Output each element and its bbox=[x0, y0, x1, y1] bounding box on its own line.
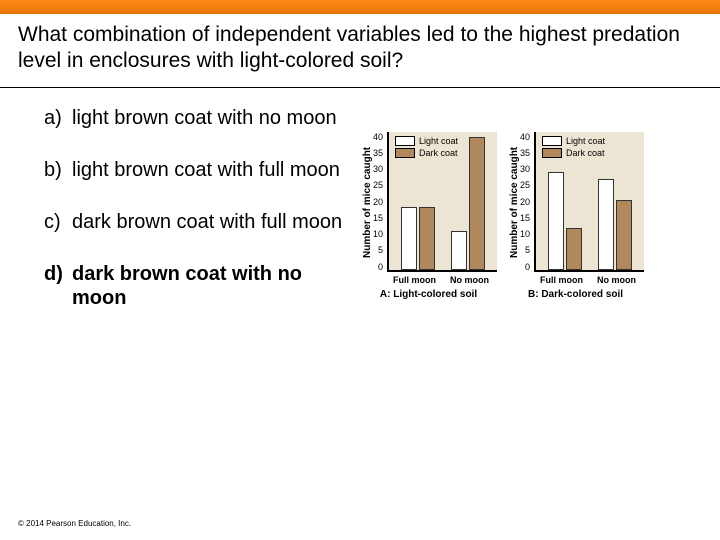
option-text: light brown coat with full moon bbox=[72, 158, 354, 182]
bar-dark-coat bbox=[469, 137, 485, 270]
bar-light-coat bbox=[598, 179, 614, 270]
x-axis-ticks: Full moonNo moon bbox=[387, 272, 497, 285]
legend: Light coat Dark coat bbox=[542, 136, 605, 160]
bar-light-coat bbox=[548, 172, 564, 270]
option-text: light brown coat with no moon bbox=[72, 106, 354, 130]
top-accent-bar bbox=[0, 0, 720, 14]
question-text: What combination of independent variable… bbox=[0, 14, 720, 88]
options-list: a)light brown coat with no moonb)light b… bbox=[44, 106, 354, 338]
bar-chart: Number of mice caught4035302520151050 Lig… bbox=[360, 132, 497, 338]
plot-area: Light coat Dark coat bbox=[534, 132, 644, 272]
y-axis-label: Number of mice caught bbox=[507, 132, 520, 272]
bar-group bbox=[598, 179, 632, 270]
legend-swatch bbox=[542, 136, 562, 146]
legend-label: Light coat bbox=[419, 136, 458, 146]
answer-option[interactable]: a)light brown coat with no moon bbox=[44, 106, 354, 130]
legend-label: Dark coat bbox=[419, 148, 458, 158]
bar-group bbox=[401, 207, 435, 270]
option-letter: b) bbox=[44, 158, 72, 182]
bar-chart: Number of mice caught4035302520151050 Lig… bbox=[507, 132, 644, 338]
legend-label: Dark coat bbox=[566, 148, 605, 158]
option-text: dark brown coat with full moon bbox=[72, 210, 354, 234]
bar-dark-coat bbox=[566, 228, 582, 270]
answer-option[interactable]: c)dark brown coat with full moon bbox=[44, 210, 354, 234]
legend-swatch bbox=[542, 148, 562, 158]
legend: Light coat Dark coat bbox=[395, 136, 458, 160]
charts-area: Number of mice caught4035302520151050Lig… bbox=[354, 106, 710, 338]
x-axis-ticks: Full moonNo moon bbox=[534, 272, 644, 285]
bar-dark-coat bbox=[616, 200, 632, 270]
option-letter: d) bbox=[44, 262, 72, 310]
option-text: dark brown coat with no moon bbox=[72, 262, 354, 310]
bar-group bbox=[548, 172, 582, 270]
answer-option[interactable]: d)dark brown coat with no moon bbox=[44, 262, 354, 310]
bar-light-coat bbox=[451, 231, 467, 270]
content-area: a)light brown coat with no moonb)light b… bbox=[0, 88, 720, 338]
y-axis-ticks: 4035302520151050 bbox=[520, 132, 534, 272]
legend-swatch bbox=[395, 148, 415, 158]
option-letter: a) bbox=[44, 106, 72, 130]
legend-label: Light coat bbox=[566, 136, 605, 146]
bar-light-coat bbox=[401, 207, 417, 270]
plot-area: Light coat Dark coat bbox=[387, 132, 497, 272]
y-axis-label: Number of mice caught bbox=[360, 132, 373, 272]
answer-option[interactable]: b)light brown coat with full moon bbox=[44, 158, 354, 182]
y-axis-ticks: 4035302520151050 bbox=[373, 132, 387, 272]
chart-title: A: Light-colored soil bbox=[380, 289, 477, 300]
bar-dark-coat bbox=[419, 207, 435, 270]
legend-swatch bbox=[395, 136, 415, 146]
option-letter: c) bbox=[44, 210, 72, 234]
chart-title: B: Dark-colored soil bbox=[528, 289, 623, 300]
copyright-text: © 2014 Pearson Education, Inc. bbox=[18, 519, 131, 528]
